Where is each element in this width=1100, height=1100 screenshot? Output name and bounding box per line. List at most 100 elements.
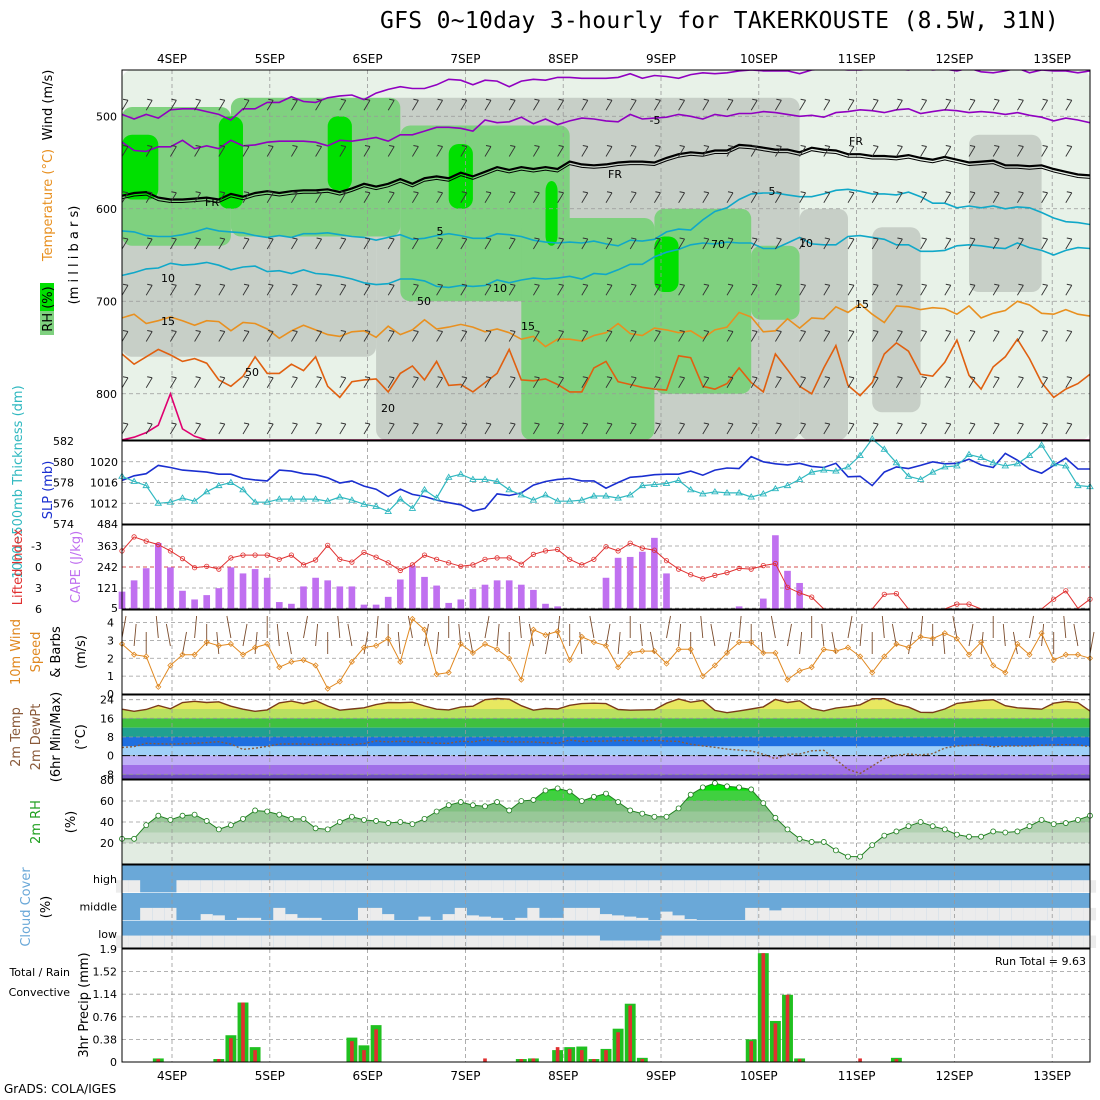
wind-barb bbox=[726, 330, 734, 342]
wind-barb bbox=[775, 422, 782, 435]
wind-barb bbox=[581, 237, 589, 250]
wind-barb bbox=[557, 191, 564, 203]
wind-barb bbox=[750, 422, 758, 435]
wind-barb bbox=[871, 191, 879, 203]
wind-barb bbox=[702, 98, 710, 111]
thickness-point bbox=[553, 497, 562, 504]
lifted-index-point bbox=[881, 591, 887, 597]
wind-speed-point bbox=[276, 664, 283, 671]
wind-barb-10m bbox=[881, 615, 885, 639]
date-label-bottom: 7SEP bbox=[450, 1069, 480, 1083]
cloud-clear-segment bbox=[999, 907, 1012, 921]
cloud-clear-segment bbox=[297, 917, 310, 921]
thickness-point bbox=[783, 481, 792, 489]
wind-speed-point bbox=[1062, 651, 1069, 658]
wind-speed-point bbox=[1026, 651, 1033, 658]
lifted-index-point bbox=[240, 552, 246, 558]
date-label-top: 12SEP bbox=[936, 52, 974, 66]
lifted-index-point bbox=[579, 562, 585, 568]
rh2m-point bbox=[1050, 821, 1057, 827]
wind-barb bbox=[339, 98, 347, 111]
wind-barb bbox=[1041, 330, 1048, 342]
precip-conv-bar bbox=[229, 1038, 233, 1062]
rh2m-point bbox=[905, 823, 912, 830]
lifted-index-point bbox=[615, 548, 621, 554]
cloud-clear-segment bbox=[249, 880, 262, 893]
cloud-clear-segment bbox=[624, 916, 637, 921]
thickness-point bbox=[432, 494, 441, 501]
wind-barb bbox=[242, 237, 250, 250]
cloud-clear-segment bbox=[176, 880, 189, 893]
cloud-clear-segment bbox=[745, 907, 758, 921]
cloud-clear-segment bbox=[1023, 907, 1036, 921]
wind-barb bbox=[533, 376, 540, 388]
cloud-clear-segment bbox=[854, 935, 867, 948]
lifted-index-point bbox=[482, 556, 488, 562]
cloud-clear-segment bbox=[769, 910, 782, 921]
rh2m-point bbox=[941, 826, 948, 833]
cloud-clear-segment bbox=[745, 935, 758, 948]
wind-barb bbox=[702, 191, 710, 203]
wind-barb-10m bbox=[424, 623, 429, 647]
wind-barb bbox=[750, 98, 758, 111]
thickness-point bbox=[989, 458, 997, 466]
wind-barb bbox=[702, 145, 710, 157]
thickness-label: 1000~500mb Thickness (dm) bbox=[11, 385, 26, 578]
wind-speed-point bbox=[554, 628, 561, 635]
lifted-index-point bbox=[639, 545, 645, 551]
wind-speed-point bbox=[941, 630, 948, 637]
wind-barb bbox=[726, 145, 734, 157]
wind-barb bbox=[387, 330, 395, 342]
lifted-index-point bbox=[506, 555, 512, 561]
cloud-clear-segment bbox=[527, 935, 540, 948]
precip-conv-bar bbox=[216, 1059, 221, 1062]
wind-barb bbox=[218, 376, 226, 388]
temp-tick-label: -8 bbox=[103, 768, 114, 781]
thickness-point bbox=[1062, 462, 1070, 469]
cloud-clear-segment bbox=[1047, 880, 1060, 893]
lifted-index-point bbox=[954, 601, 960, 607]
isotherm-line bbox=[122, 147, 1090, 204]
contour-label: 50 bbox=[417, 295, 431, 308]
cloud-clear-segment bbox=[587, 935, 600, 948]
slp-tick-label: 484 bbox=[97, 518, 118, 531]
wind-barb-10m bbox=[605, 623, 611, 647]
wind-barb bbox=[1065, 330, 1073, 342]
wind-barb bbox=[944, 191, 952, 203]
wind-barb bbox=[242, 422, 250, 435]
wind-barb-10m bbox=[133, 623, 137, 647]
rh2m-point bbox=[324, 826, 331, 833]
cloud-clear-segment bbox=[902, 880, 915, 893]
wind-barb bbox=[896, 98, 903, 111]
rh-region bbox=[122, 134, 159, 200]
cloud-clear-segment bbox=[914, 907, 927, 921]
wind-barb bbox=[363, 330, 371, 342]
rh2m-point bbox=[978, 833, 984, 840]
wind-barb bbox=[968, 283, 976, 296]
rh2m-band bbox=[122, 801, 1090, 812]
lifted-index-point bbox=[228, 555, 234, 561]
precip-tick-label: 0 bbox=[110, 1056, 117, 1069]
wind-barb-10m bbox=[831, 631, 837, 655]
wind-barb bbox=[315, 98, 322, 111]
wind-barb bbox=[484, 283, 492, 296]
wind-barb bbox=[1041, 237, 1048, 250]
wind-speed-point bbox=[494, 646, 501, 653]
wind-speed-point bbox=[397, 658, 404, 665]
cloud-clear-segment bbox=[478, 935, 492, 948]
wind-barb bbox=[218, 98, 226, 111]
wind-barb bbox=[194, 330, 201, 342]
lifted-index-point bbox=[700, 576, 706, 582]
wind-barb bbox=[1041, 422, 1048, 435]
wind-barb bbox=[799, 237, 806, 250]
precip-tick-label: 1.9 bbox=[100, 943, 118, 956]
temp-band bbox=[122, 698, 1090, 700]
cloud-clear-segment bbox=[708, 935, 721, 948]
rh2m-point bbox=[603, 790, 609, 797]
cloud-clear-segment bbox=[757, 935, 770, 948]
lifted-index-point bbox=[518, 561, 524, 567]
wind-barb bbox=[436, 422, 443, 435]
wind-barb bbox=[339, 283, 347, 296]
wind-barb bbox=[1017, 330, 1024, 342]
thickness-point bbox=[638, 481, 647, 489]
